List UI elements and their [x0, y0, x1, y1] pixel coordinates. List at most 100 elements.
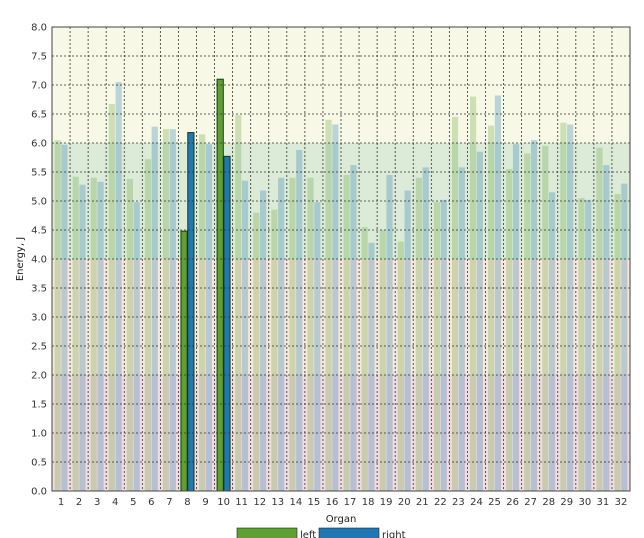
bar-right-organ-18 — [368, 242, 375, 491]
bar-left-organ-4 — [108, 104, 115, 491]
x-tick-label: 3 — [94, 497, 100, 508]
x-tick-label: 10 — [217, 497, 230, 508]
bar-right-organ-20 — [404, 190, 411, 491]
bar-right-organ-30 — [585, 199, 592, 491]
x-tick-label: 16 — [326, 497, 339, 508]
legend: left right — [236, 527, 406, 538]
bar-right-organ-3 — [97, 181, 104, 492]
bar-right-organ-16 — [332, 124, 339, 491]
legend-swatch-left — [236, 527, 298, 538]
bar-left-organ-6 — [144, 159, 152, 492]
bar-right-organ-1 — [61, 144, 68, 492]
x-tick-label: 9 — [202, 497, 208, 508]
x-tick-label: 11 — [235, 497, 248, 508]
bar-left-organ-12 — [253, 212, 260, 491]
bar-left-organ-1 — [54, 140, 61, 491]
y-tick-label: 3.0 — [31, 313, 47, 324]
bar-left-organ-7 — [162, 129, 170, 491]
bar-left-organ-24 — [469, 96, 477, 491]
bar-right-organ-5 — [133, 202, 140, 491]
y-tick-label: 2.0 — [31, 371, 47, 382]
bar-left-organ-14 — [289, 177, 296, 492]
x-tick-label: 23 — [452, 497, 465, 508]
x-tick-label: 26 — [506, 497, 519, 508]
bar-right-organ-7 — [169, 129, 176, 491]
bar-left-organ-18 — [361, 227, 368, 491]
y-tick-label: 6.0 — [31, 139, 47, 150]
plot-frame — [51, 26, 631, 492]
bar-left-organ-16 — [325, 119, 332, 492]
bar-left-organ-21 — [415, 177, 422, 492]
bar-left-organ-10 — [216, 78, 224, 492]
bar-right-organ-17 — [350, 165, 357, 492]
x-tick-label: 5 — [130, 497, 136, 508]
bar-right-organ-22 — [440, 199, 447, 491]
x-tick-label: 31 — [597, 497, 610, 508]
bar-right-organ-19 — [386, 174, 393, 491]
x-tick-label: 27 — [524, 497, 537, 508]
legend-label-left: left — [300, 530, 316, 538]
x-tick-label: 29 — [560, 497, 573, 508]
bar-right-organ-28 — [549, 192, 556, 492]
bar-right-organ-2 — [79, 184, 86, 491]
y-tick-label: 1.0 — [31, 429, 47, 440]
x-tick-label: 13 — [271, 497, 284, 508]
bar-left-organ-32 — [614, 194, 621, 492]
bar-right-organ-4 — [115, 82, 122, 491]
bar-left-organ-17 — [343, 174, 350, 491]
bar-left-organ-28 — [542, 145, 549, 491]
x-tick-label: 22 — [434, 497, 447, 508]
bar-right-organ-14 — [296, 149, 303, 491]
legend-label-right: right — [382, 530, 406, 538]
bar-left-organ-11 — [235, 115, 242, 491]
x-tick-label: 30 — [578, 497, 591, 508]
y-tick-label: 6.5 — [31, 110, 47, 121]
bar-left-organ-27 — [524, 153, 531, 491]
bar-left-organ-5 — [126, 178, 133, 491]
y-tick-label: 0.5 — [31, 458, 47, 469]
y-tick-label: 8.0 — [31, 23, 47, 34]
x-tick-label: 21 — [416, 497, 429, 508]
bar-left-organ-9 — [199, 134, 206, 492]
y-tick-label: 4.0 — [31, 255, 47, 266]
x-tick-label: 24 — [470, 497, 483, 508]
bar-left-organ-8 — [180, 230, 188, 492]
bar-left-organ-20 — [397, 241, 404, 491]
bar-right-organ-11 — [241, 180, 249, 491]
x-axis-ticks: 1 2 3 4 5 6 7 8 9 10 11 12 13 14 15 16 17 18 19 20 21 22 23 24 2… — [58, 497, 627, 508]
y-tick-label: 3.5 — [31, 284, 47, 295]
x-tick-label: 1 — [58, 497, 64, 508]
x-axis-title: Organ — [326, 514, 357, 525]
bar-left-organ-31 — [596, 147, 603, 491]
x-tick-label: 14 — [289, 497, 302, 508]
y-tick-label: 2.5 — [31, 342, 47, 353]
bar-right-organ-12 — [260, 190, 267, 491]
x-tick-label: 7 — [166, 497, 172, 508]
bar-right-organ-15 — [314, 202, 321, 491]
bars — [54, 78, 628, 492]
bar-left-organ-15 — [307, 177, 314, 492]
bar-left-organ-22 — [433, 202, 441, 491]
y-tick-label: 1.5 — [31, 400, 47, 411]
bar-right-organ-23 — [458, 167, 465, 492]
x-tick-label: 19 — [380, 497, 393, 508]
bar-left-organ-19 — [379, 230, 386, 491]
y-tick-label: 7.5 — [31, 52, 47, 63]
bar-right-organ-9 — [205, 144, 213, 491]
bar-right-organ-25 — [494, 95, 502, 491]
bar-right-organ-13 — [278, 177, 285, 492]
bar-right-organ-29 — [567, 124, 574, 491]
bar-right-organ-31 — [603, 165, 610, 492]
bar-right-organ-32 — [621, 183, 628, 491]
x-tick-label: 25 — [488, 497, 501, 508]
y-tick-label: 7.0 — [31, 81, 47, 92]
x-tick-label: 28 — [542, 497, 555, 508]
x-tick-label: 2 — [76, 497, 82, 508]
bar-left-organ-25 — [488, 125, 495, 491]
x-tick-label: 20 — [398, 497, 411, 508]
bar-right-organ-10 — [223, 155, 231, 492]
x-tick-label: 4 — [112, 497, 118, 508]
x-tick-label: 15 — [308, 497, 321, 508]
x-tick-label: 8 — [184, 497, 190, 508]
y-tick-label: 5.0 — [31, 197, 47, 208]
